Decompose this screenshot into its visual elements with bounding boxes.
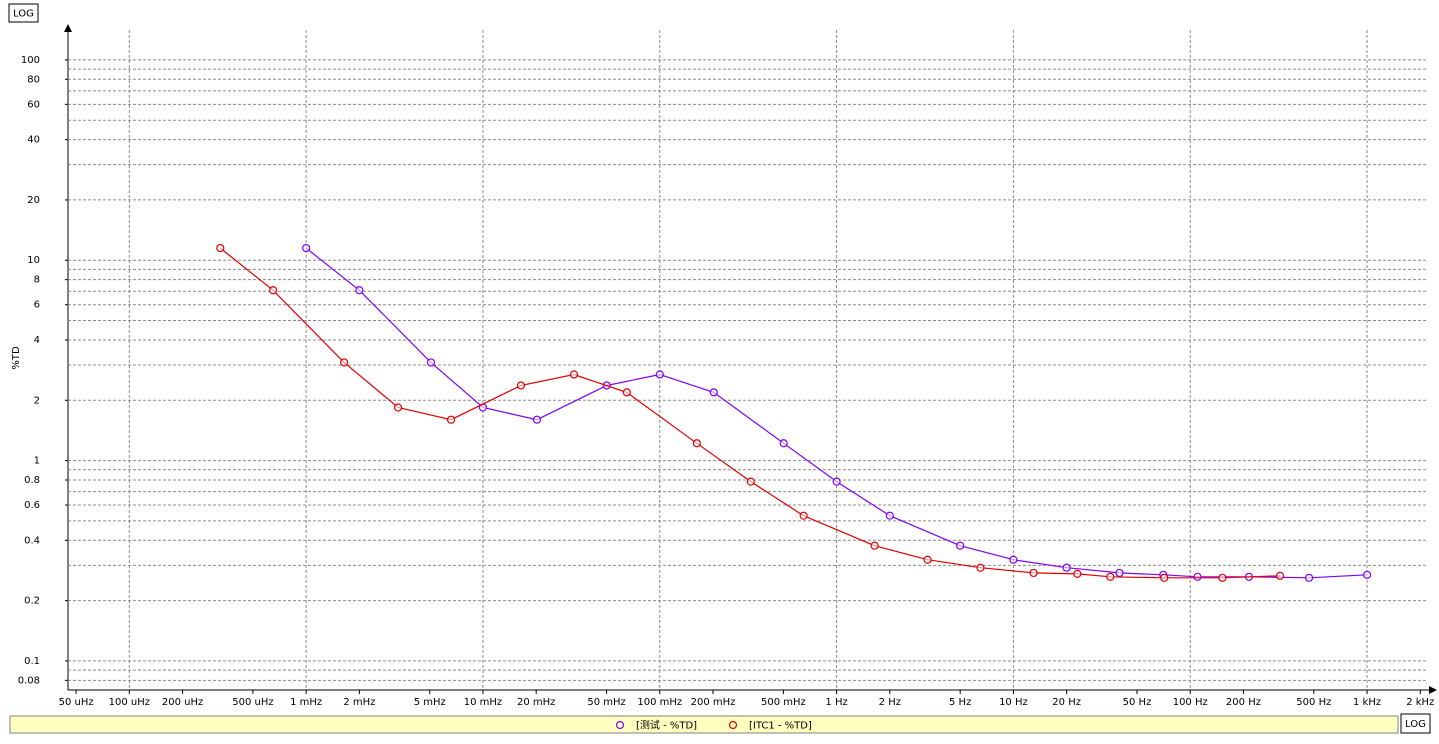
data-point (976, 563, 985, 572)
x-tick-label: 20 Hz (1052, 697, 1081, 708)
series-line (305, 247, 1368, 579)
legend-label: [ITC1 - %TD] (749, 721, 812, 732)
y-tick-label: 100 (21, 55, 40, 66)
data-point (268, 286, 278, 295)
data-point (799, 511, 808, 520)
data-point (1115, 568, 1124, 578)
y-tick-label: 80 (27, 74, 40, 85)
data-point (1218, 573, 1227, 582)
y-tick-label: 2 (34, 395, 40, 406)
data-point (1106, 572, 1115, 581)
data-point (532, 415, 542, 424)
x-tick-label: 2 kHz (1406, 697, 1434, 708)
x-tick-label: 500 uHz (232, 697, 273, 708)
x-tick-label: 5 mHz (414, 697, 446, 708)
data-point (622, 388, 631, 397)
data-point (832, 477, 841, 486)
x-tick-label: 1 kHz (1353, 697, 1381, 708)
x-scale-button-label[interactable]: LOG (1405, 719, 1426, 730)
legend (9, 715, 1399, 734)
data-point (569, 370, 579, 379)
y-tick-label: 0.6 (24, 500, 40, 511)
y-axis-label: %TD (11, 346, 22, 370)
x-tick-label: 100 Hz (1173, 697, 1208, 708)
x-tick-label: 50 Hz (1123, 697, 1152, 708)
data-point (870, 541, 879, 550)
data-point (1193, 572, 1202, 581)
data-point (1275, 571, 1285, 580)
y-tick-label: 0.4 (24, 535, 40, 546)
data-point (779, 439, 788, 448)
x-tick-label: 20 mHz (517, 697, 555, 708)
data-point (216, 243, 225, 253)
x-tick-label: 50 mHz (587, 697, 625, 708)
data-point (709, 388, 718, 397)
x-tick-label: 500 Hz (1296, 697, 1331, 708)
y-tick-label: 0.08 (18, 675, 40, 686)
y-axis-arrow (64, 24, 72, 32)
x-tick-label: 1 mHz (290, 697, 322, 708)
data-point (692, 439, 701, 448)
y-tick-label: 0.8 (24, 475, 40, 486)
x-tick-label: 1 Hz (825, 697, 847, 708)
grid (68, 30, 1428, 690)
x-tick-label: 2 mHz (343, 697, 375, 708)
data-point (355, 286, 364, 295)
y-scale-button[interactable] (8, 3, 39, 23)
y-tick-label: 10 (27, 255, 40, 266)
x-tick-label: 50 uHz (59, 697, 94, 708)
y-tick-label: 1 (34, 456, 40, 467)
x-tick-label: 5 Hz (949, 697, 971, 708)
data-point (1009, 555, 1018, 564)
x-axis-arrow (1429, 686, 1437, 694)
data-point (393, 403, 403, 412)
x-tick-label: 100 mHz (637, 697, 682, 708)
data-point (655, 370, 664, 379)
x-tick-label: 200 uHz (162, 697, 203, 708)
data-point (446, 415, 456, 424)
y-tick-label: 60 (27, 99, 40, 110)
legend-label: [测试 - %TD] (636, 719, 697, 732)
y-tick-label: 6 (34, 300, 40, 311)
x-tick-label: 200 Hz (1226, 697, 1261, 708)
x-tick-label: 10 Hz (999, 697, 1028, 708)
x-tick-label: 10 mHz (464, 697, 502, 708)
data-point (885, 511, 894, 520)
y-tick-label: 4 (34, 335, 40, 346)
y-tick-label: 8 (34, 275, 40, 286)
x-scale-button[interactable] (1400, 713, 1431, 734)
data-point (1073, 569, 1082, 578)
x-tick-label: 2 Hz (879, 697, 901, 708)
data-point (426, 358, 436, 367)
x-tick-label: 100 uHz (109, 697, 150, 708)
data-point (1304, 573, 1314, 582)
series-line (219, 247, 1281, 579)
y-tick-label: 40 (27, 135, 40, 146)
data-point (516, 381, 526, 390)
legend-marker (728, 720, 738, 730)
data-point (1029, 568, 1038, 578)
legend-marker (615, 720, 625, 730)
data-point (746, 477, 755, 486)
data-point (1062, 563, 1071, 572)
y-scale-button-label[interactable]: LOG (13, 9, 34, 20)
y-tick-label: 20 (27, 195, 40, 206)
x-tick-label: 500 mHz (761, 697, 806, 708)
y-tick-label: 0.2 (24, 596, 40, 607)
y-tick-label: 0.1 (24, 656, 40, 667)
data-point (1160, 573, 1169, 582)
data-point (340, 358, 349, 367)
data-point (956, 541, 965, 550)
x-tick-label: 200 mHz (691, 697, 736, 708)
data-point (302, 243, 311, 253)
data-point (1362, 570, 1372, 579)
data-point (923, 555, 932, 564)
